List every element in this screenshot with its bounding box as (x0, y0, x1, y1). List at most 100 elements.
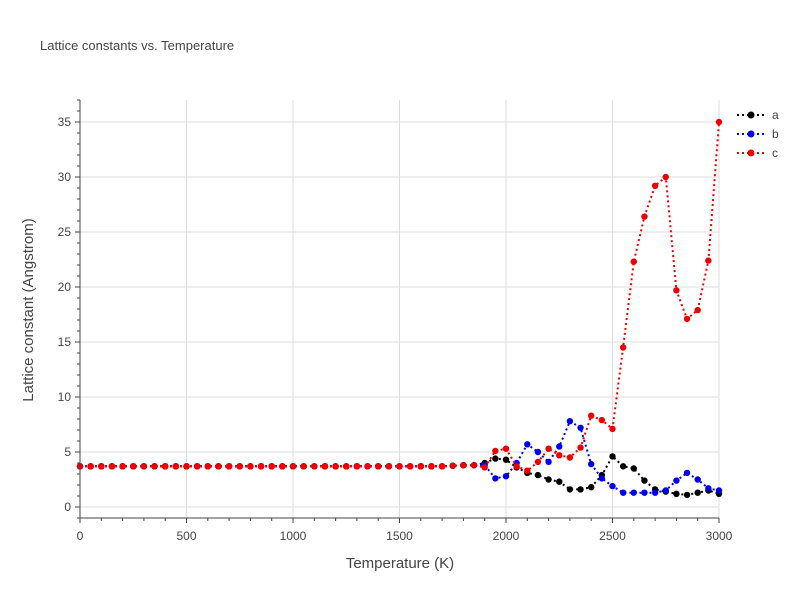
series-c-point[interactable] (183, 463, 190, 470)
plot-area[interactable] (76, 118, 723, 499)
series-c-point[interactable] (130, 463, 137, 470)
series-c-point[interactable] (577, 444, 584, 451)
series-c-point[interactable] (406, 463, 414, 470)
series-c-point[interactable] (300, 463, 307, 470)
series-c-point[interactable] (375, 463, 382, 470)
series-b-point[interactable] (545, 458, 552, 466)
series-b-point[interactable] (662, 487, 669, 494)
series-b-point[interactable] (715, 487, 723, 494)
series-c-point[interactable] (619, 344, 627, 351)
series-c-point[interactable] (449, 462, 456, 469)
series-b-point[interactable] (651, 489, 659, 496)
series-a-point[interactable] (577, 486, 584, 493)
series-a-point[interactable] (609, 453, 616, 460)
series-a-point[interactable] (619, 463, 627, 470)
series-c-point[interactable] (715, 118, 723, 126)
series-a-point[interactable] (556, 478, 563, 485)
series-c-point[interactable] (662, 173, 669, 181)
series-b-point[interactable] (524, 441, 531, 448)
legend-item-c[interactable]: c (737, 146, 778, 160)
series-b-point[interactable] (683, 469, 691, 477)
series-c-point[interactable] (673, 287, 680, 294)
series-c-point[interactable] (545, 445, 552, 452)
series-b-point[interactable] (492, 475, 499, 482)
series-c-point[interactable] (385, 463, 393, 470)
series-b-point[interactable] (588, 460, 595, 468)
series-c-point[interactable] (502, 445, 510, 452)
series-b-point[interactable] (502, 473, 510, 480)
legend-item-b[interactable]: b (737, 127, 779, 141)
series-c-point[interactable] (225, 463, 233, 470)
series-c-point[interactable] (108, 463, 116, 470)
series-b-point[interactable] (566, 418, 574, 425)
series-b-point[interactable] (705, 485, 712, 492)
series-b-point[interactable] (641, 489, 648, 496)
series-a-point[interactable] (588, 484, 595, 491)
series-c-point[interactable] (353, 463, 361, 470)
series-c[interactable] (76, 118, 723, 474)
series-c-point[interactable] (438, 463, 446, 470)
series-c-point[interactable] (87, 463, 94, 470)
series-a-point[interactable] (534, 471, 542, 479)
series-c-point[interactable] (651, 182, 659, 189)
series-c-point[interactable] (534, 458, 542, 466)
series-c-point[interactable] (172, 463, 180, 470)
series-b-point[interactable] (619, 489, 627, 496)
series-c-point[interactable] (588, 412, 595, 419)
series-a-point[interactable] (683, 491, 691, 499)
series-c-point[interactable] (311, 463, 318, 470)
series-c-point[interactable] (630, 258, 637, 265)
series-c-point[interactable] (609, 425, 616, 433)
series-b-point[interactable] (694, 476, 701, 483)
series-c-point[interactable] (257, 463, 265, 470)
series-c-point[interactable] (289, 463, 297, 470)
series-a-point[interactable] (673, 490, 680, 497)
series-b-point[interactable] (673, 477, 680, 484)
legend[interactable]: abc (737, 108, 779, 160)
series-c-point[interactable] (162, 463, 169, 470)
series-c-point[interactable] (204, 463, 211, 470)
series-c-point[interactable] (470, 462, 478, 469)
series-c-point[interactable] (460, 462, 467, 469)
series-c-point[interactable] (428, 463, 435, 470)
series-c-point[interactable] (598, 416, 606, 424)
series-c-point[interactable] (343, 463, 350, 470)
series-c-point[interactable] (513, 463, 520, 470)
series-c-point[interactable] (279, 463, 286, 470)
series-b-point[interactable] (630, 489, 637, 496)
series-c-point[interactable] (524, 467, 531, 474)
series-c-point[interactable] (140, 463, 148, 470)
series-c-point[interactable] (119, 463, 126, 470)
series-c-point[interactable] (193, 463, 201, 470)
series-c-point[interactable] (268, 463, 275, 470)
series-b-point[interactable] (534, 448, 542, 456)
series-c-point[interactable] (236, 463, 243, 470)
series-c-point[interactable] (332, 463, 339, 470)
series-c-point[interactable] (396, 463, 403, 470)
series-c-point[interactable] (705, 257, 712, 264)
series-c-point[interactable] (641, 213, 648, 220)
series-c-point[interactable] (417, 463, 424, 470)
series-c-point[interactable] (683, 315, 691, 323)
series-a-point[interactable] (694, 489, 701, 496)
series-c-point[interactable] (364, 463, 371, 470)
series-a-point[interactable] (492, 455, 499, 462)
series-c-point[interactable] (694, 306, 701, 314)
legend-item-a[interactable]: a (737, 108, 779, 122)
series-a-point[interactable] (630, 465, 637, 472)
series-c-point[interactable] (98, 463, 105, 470)
series-c-point[interactable] (215, 463, 222, 470)
series-a-point[interactable] (566, 486, 574, 493)
series-b-point[interactable] (609, 482, 616, 490)
series-a-point[interactable] (641, 477, 648, 484)
series-c-point[interactable] (151, 463, 158, 470)
series-b-point[interactable] (556, 443, 563, 450)
series-c-point[interactable] (492, 447, 499, 455)
series-b-point[interactable] (598, 475, 606, 482)
series-c-point[interactable] (556, 452, 563, 459)
series-a-point[interactable] (502, 456, 510, 463)
series-b-point[interactable] (577, 424, 584, 431)
series-c-point[interactable] (321, 463, 329, 470)
series-c-point[interactable] (481, 464, 488, 471)
series-c-point[interactable] (247, 463, 254, 470)
